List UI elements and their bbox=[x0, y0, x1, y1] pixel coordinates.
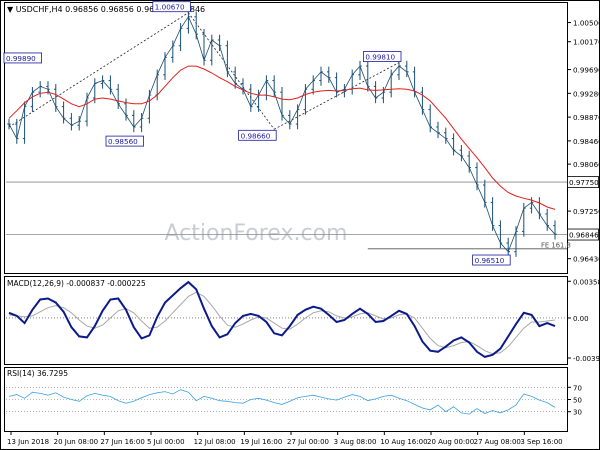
rsi-line bbox=[8, 389, 556, 415]
time-tick-label: 27 Jul 00:00 bbox=[287, 438, 329, 446]
price-tick-label: 0.98870 bbox=[573, 113, 600, 122]
time-tick-label: 19 Jul 16:00 bbox=[240, 438, 282, 446]
macd-series bbox=[8, 280, 556, 358]
time-tick-label: 5 Jul 00:00 bbox=[147, 438, 185, 446]
annotation-label: 0.98660 bbox=[241, 131, 271, 140]
time-tick-label: 12 Jul 08:00 bbox=[194, 438, 236, 446]
macd-panel bbox=[4, 276, 568, 365]
time-tick-label: 20 Aug 00:00 bbox=[427, 438, 474, 446]
time-tick-label: 3 Aug 08:00 bbox=[334, 438, 377, 446]
annotation-box bbox=[238, 129, 277, 141]
trend-line bbox=[8, 12, 189, 128]
price-tick-label: 0.99690 bbox=[573, 66, 600, 75]
rsi-axis: 70 50 30 bbox=[6, 384, 582, 417]
price-tick-label: 0.98060 bbox=[573, 160, 600, 169]
rsi-tick-label: 30 bbox=[573, 409, 582, 417]
trend-lines bbox=[8, 12, 400, 130]
symbol-header: ▼ USDCHF,H4 0.96856 0.96856 0.96838 0.96… bbox=[7, 5, 205, 14]
price-annotations: 1.00670 0.99890 0.98560 0.98660 0.99810 0.965… bbox=[3, 1, 511, 266]
rsi-tick-label: 70 bbox=[573, 384, 582, 392]
level-value-box bbox=[567, 228, 599, 241]
time-tick-label: 20 Jun 08:00 bbox=[54, 438, 98, 446]
level-value-label: 0.96846 bbox=[569, 231, 599, 240]
time-tick-label: 10 Aug 16:00 bbox=[380, 438, 427, 446]
macd-tick-label: -0.003908 bbox=[573, 355, 600, 363]
rsi-tick-label: 50 bbox=[573, 397, 582, 405]
macd-signal-line bbox=[8, 291, 556, 355]
level-value-box bbox=[567, 176, 599, 188]
annotation-box bbox=[362, 51, 402, 62]
fe-label: FE 161.8 bbox=[541, 241, 571, 249]
moving-average-line bbox=[8, 65, 556, 210]
price-tick-label: 1.00170 bbox=[573, 38, 600, 47]
time-tick-label: 27 Jun 16:00 bbox=[100, 438, 144, 446]
macd-title: MACD(12,26,9) -0.000837 -0.000225 bbox=[7, 279, 146, 288]
annotation-box bbox=[472, 254, 511, 266]
annotation-label: 1.00670 bbox=[155, 3, 185, 12]
level-value-label: 0.97750 bbox=[569, 178, 599, 187]
price-axis: 1.00500 1.00170 0.99690 0.99280 0.98870 0.984… bbox=[567, 19, 600, 264]
macd-tick-label: 0.00358 bbox=[573, 278, 600, 286]
trend-line bbox=[274, 62, 400, 130]
price-tick-label: 0.97250 bbox=[573, 207, 600, 216]
annotation-label: 0.99810 bbox=[365, 53, 395, 62]
annotation-label: 0.98560 bbox=[108, 137, 138, 146]
time-tick-label: 13 Jun 2018 bbox=[7, 438, 49, 446]
price-tick-label: 1.00500 bbox=[573, 19, 600, 28]
price-series bbox=[7, 11, 557, 257]
time-axis: 13 Jun 2018 20 Jun 08:00 27 Jun 16:00 5 Jul… bbox=[7, 431, 563, 446]
trend-line bbox=[188, 12, 275, 130]
price-tick-label: 0.96430 bbox=[573, 255, 600, 264]
rsi-series bbox=[8, 389, 556, 415]
annotation-box bbox=[3, 52, 42, 64]
price-line bbox=[8, 15, 556, 253]
rsi-title: RSI(14) 36.7295 bbox=[7, 369, 68, 378]
price-tick-label: 0.99280 bbox=[573, 89, 600, 98]
annotation-box bbox=[105, 135, 144, 147]
annotation-box bbox=[152, 1, 191, 13]
price-panel bbox=[4, 2, 568, 274]
annotation-label: 0.96510 bbox=[475, 256, 505, 265]
time-tick-label: 27 Aug 08:00 bbox=[474, 438, 521, 446]
price-tick-label: 0.98460 bbox=[573, 137, 600, 146]
time-tick-label: 3 Sep 16:00 bbox=[520, 438, 562, 446]
watermark: ActionForex.com bbox=[165, 221, 348, 246]
macd-tick-label: 0.00 bbox=[573, 315, 589, 323]
annotation-label: 0.99890 bbox=[6, 54, 36, 63]
macd-line bbox=[8, 280, 556, 358]
